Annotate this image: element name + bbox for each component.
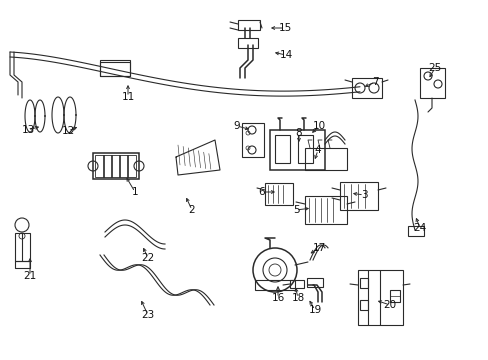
Text: 7: 7 [371,77,378,87]
Text: 23: 23 [141,310,154,320]
Bar [15,233,30,261]
Bar [289,280,304,288]
Bar [238,38,258,48]
Bar [305,196,346,224]
Text: 3: 3 [360,190,366,200]
Bar [93,153,139,179]
Bar [242,123,264,157]
Bar [357,270,402,325]
Bar [95,155,104,177]
Bar [297,135,312,163]
Text: 8: 8 [295,128,302,138]
Bar [238,20,260,30]
Bar [103,155,112,177]
Text: 18: 18 [291,293,304,303]
Text: 5: 5 [292,205,299,215]
Bar [389,290,399,302]
Text: 20: 20 [383,300,396,310]
Bar [359,278,367,288]
Bar [419,68,444,98]
Text: 4: 4 [314,145,321,155]
Bar [119,155,128,177]
Bar [339,182,377,210]
Text: 11: 11 [121,92,134,102]
Text: 6: 6 [258,187,265,197]
Text: 14: 14 [279,50,292,60]
Bar [305,148,346,170]
Text: 15: 15 [278,23,291,33]
Text: 16: 16 [271,293,284,303]
Text: 12: 12 [61,126,75,136]
Bar [254,280,294,290]
Bar [100,60,130,76]
Text: 22: 22 [141,253,154,263]
Text: 17: 17 [312,243,325,253]
Bar [274,135,289,163]
Text: 24: 24 [412,223,426,233]
Text: 2: 2 [188,205,195,215]
Text: 21: 21 [23,271,37,281]
Bar [269,130,325,170]
Bar [306,278,323,287]
Bar [351,78,381,98]
Text: 25: 25 [427,63,441,73]
Bar [100,62,130,76]
Bar [264,183,292,205]
Text: 10: 10 [312,121,325,131]
Bar [407,226,423,236]
Text: 13: 13 [21,125,35,135]
Text: 19: 19 [308,305,321,315]
Text: 9: 9 [233,121,240,131]
Bar [111,155,120,177]
Bar [127,155,136,177]
Bar [359,300,367,310]
Text: 1: 1 [131,187,138,197]
